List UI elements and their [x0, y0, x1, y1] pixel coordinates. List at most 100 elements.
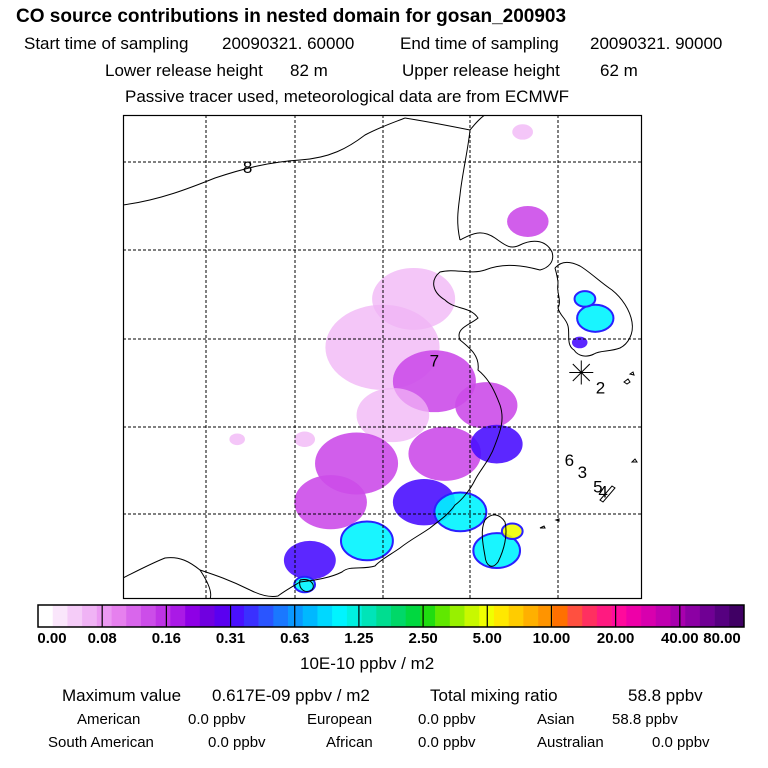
- north-border-line-2: [404, 115, 486, 131]
- colorbar-swatch-17: [288, 605, 304, 627]
- concentration-cell-16: [500, 522, 524, 540]
- american-value: 0.0 ppbv: [188, 711, 246, 728]
- colorbar-swatch-33: [523, 605, 539, 627]
- colorbar-tick-1: 0.08: [87, 630, 117, 647]
- african-value: 0.0 ppbv: [418, 734, 476, 751]
- hainan-coastline: [299, 579, 314, 593]
- african-label: African: [326, 734, 373, 751]
- concentration-cell-4: [455, 382, 518, 429]
- colorbar-swatch-15: [258, 605, 274, 627]
- colorbar-swatch-8: [155, 605, 171, 627]
- south-american-label: South American: [48, 734, 154, 751]
- american-label: American: [77, 711, 141, 728]
- korea-coastline: [554, 261, 633, 357]
- colorbar-swatch-2: [67, 605, 83, 627]
- colorbar-swatch-32: [508, 605, 524, 627]
- colorbar-tick-2: 0.16: [151, 630, 181, 647]
- manchuria-border-line: [457, 129, 471, 241]
- concentration-cell-18: [573, 290, 597, 308]
- concentration-cell-7: [408, 426, 482, 481]
- colorbar-tick-5: 1.25: [344, 630, 374, 647]
- concentration-cell-11: [433, 491, 488, 533]
- concentration-cell-22: [512, 124, 534, 140]
- colorbar-tick-6: 2.50: [408, 630, 438, 647]
- colorbar-swatch-5: [111, 605, 127, 627]
- colorbar-swatch-20: [332, 605, 348, 627]
- european-label: European: [307, 711, 373, 728]
- upper-height-value: 62 m: [600, 61, 638, 80]
- colorbar-tick-11: 80.00: [703, 630, 741, 647]
- colorbar-swatch-47: [729, 605, 745, 627]
- colorbar-swatch-36: [567, 605, 583, 627]
- colorbar-frame: [37, 604, 745, 628]
- colorbar-swatch-16: [273, 605, 289, 627]
- colorbar-tick-4: 0.63: [280, 630, 310, 647]
- region-label-7: 7: [430, 352, 439, 371]
- european-value: 0.0 ppbv: [418, 711, 476, 728]
- north-border-line: [123, 117, 406, 206]
- colorbar-swatch-39: [611, 605, 627, 627]
- colorbar-swatch-21: [346, 605, 362, 627]
- start-time-value: 20090321. 60000: [222, 34, 355, 53]
- colorbar-tick-9: 20.00: [596, 630, 635, 647]
- concentration-cell-12: [339, 520, 394, 562]
- total-mixing-label: Total mixing ratio: [430, 686, 558, 705]
- lower-height-label: Lower release height: [105, 61, 263, 80]
- region-label-2: 2: [596, 378, 605, 397]
- region-label-8: 8: [243, 158, 252, 177]
- region-label-5: 5: [593, 478, 602, 497]
- colorbar-swatch-6: [126, 605, 142, 627]
- region-label-4: 4: [598, 482, 607, 501]
- receptor-star-ray-3: [572, 363, 591, 382]
- colorbar-swatch-45: [699, 605, 715, 627]
- colorbar-swatch-38: [596, 605, 612, 627]
- max-value: 0.617E-09 ppbv / m2: [212, 686, 370, 705]
- colorbar-swatch-4: [96, 605, 112, 627]
- colorbar-tick-3: 0.31: [215, 630, 246, 647]
- concentration-field: [229, 124, 615, 594]
- concentration-cell-19: [571, 336, 588, 349]
- colorbar-swatch-18: [302, 605, 318, 627]
- japan-island-2: [628, 371, 635, 376]
- colorbar-swatch-31: [493, 605, 509, 627]
- region-label-3: 3: [578, 463, 587, 482]
- end-time-label: End time of sampling: [400, 34, 559, 53]
- china-coastline: [249, 232, 554, 597]
- colorbar-swatch-7: [140, 605, 156, 627]
- colorbar-swatch-27: [435, 605, 451, 627]
- japan-island-3: [630, 458, 638, 463]
- map-frame: [122, 114, 643, 600]
- region-label-6: 6: [565, 451, 574, 470]
- laos-border-line: [199, 569, 212, 599]
- tracer-note: Passive tracer used, meteorological data…: [125, 87, 570, 106]
- asian-label: Asian: [537, 711, 575, 728]
- asian-value: 58.8 ppbv: [612, 711, 678, 728]
- chart-title: CO source contributions in nested domain…: [16, 6, 567, 27]
- colorbar-swatch-37: [582, 605, 598, 627]
- concentration-cell-13: [283, 540, 336, 580]
- australian-value: 0.0 ppbv: [652, 734, 710, 751]
- grid-lines: [123, 115, 642, 599]
- end-time-value: 20090321. 90000: [590, 34, 723, 53]
- colorbar-swatch-28: [449, 605, 465, 627]
- lower-height-value: 82 m: [290, 61, 328, 80]
- concentration-cell-8: [470, 424, 523, 464]
- ryukyu-island-1: [599, 485, 616, 503]
- colorbar-swatch-19: [317, 605, 333, 627]
- colorbar-swatch-35: [552, 605, 568, 627]
- colorbar-swatch-0: [38, 605, 54, 627]
- colorbar-swatch-40: [626, 605, 642, 627]
- australian-label: Australian: [537, 734, 604, 751]
- upper-height-label: Upper release height: [402, 61, 560, 80]
- colorbar-swatch-23: [376, 605, 392, 627]
- coastlines: [123, 115, 638, 599]
- ryukyu-island-2: [539, 525, 546, 529]
- south-american-value: 0.0 ppbv: [208, 734, 266, 751]
- receptor-marker: [569, 360, 594, 385]
- vietnam-border-line: [123, 557, 251, 591]
- colorbar-swatch-42: [655, 605, 671, 627]
- colorbar-swatch-34: [538, 605, 554, 627]
- colorbar-swatch-26: [420, 605, 436, 627]
